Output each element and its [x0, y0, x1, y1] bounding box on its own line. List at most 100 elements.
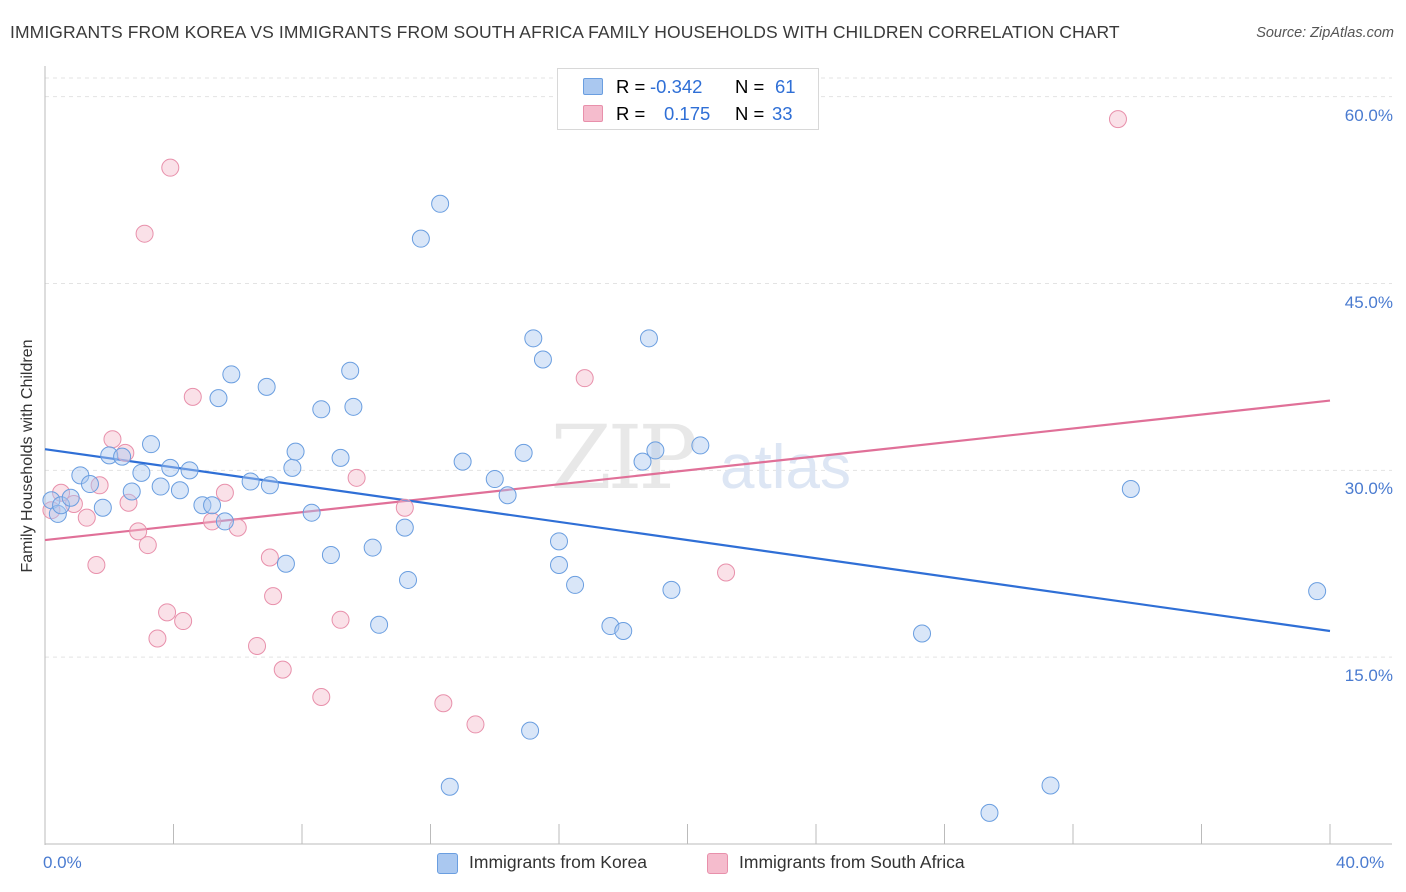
korea-point	[161, 458, 180, 477]
watermark: ZIP atlas	[550, 406, 851, 509]
korea-point	[453, 452, 472, 471]
korea-point	[100, 446, 119, 465]
south-africa-point	[395, 498, 414, 517]
south-africa-point	[90, 476, 109, 495]
korea-point	[257, 377, 276, 396]
korea-point	[142, 435, 161, 454]
korea-point	[1308, 582, 1327, 601]
korea-points	[42, 194, 1327, 822]
legend-korea-n: 61	[775, 76, 796, 97]
korea-point	[370, 615, 389, 634]
south-africa-point	[148, 629, 167, 648]
watermark-zip: ZIP	[550, 406, 695, 509]
korea-point	[550, 556, 568, 575]
y-axis-label: Family Households with Children	[19, 339, 36, 573]
south-africa-point	[273, 660, 292, 679]
korea-point	[180, 461, 199, 480]
south-africa-points	[42, 110, 1127, 734]
south-africa-point	[77, 508, 96, 527]
legend-sa-swatch	[707, 853, 728, 874]
legend-sa-n: 33	[772, 103, 793, 124]
korea-point	[203, 496, 222, 515]
south-africa-point	[466, 715, 485, 734]
south-africa-swatch	[583, 105, 603, 122]
korea-point	[363, 538, 382, 557]
south-africa-point	[347, 468, 366, 487]
korea-point	[170, 481, 189, 500]
korea-point	[80, 475, 99, 494]
south-africa-point	[575, 369, 594, 388]
korea-point	[980, 803, 999, 822]
korea-point	[614, 622, 633, 641]
korea-point	[209, 389, 228, 408]
south-africa-point	[717, 563, 736, 582]
south-africa-point	[1108, 110, 1127, 129]
korea-point	[331, 448, 350, 467]
korea-point	[241, 472, 260, 491]
south-africa-point	[312, 688, 331, 707]
korea-point	[321, 546, 340, 565]
korea-point	[341, 361, 360, 380]
korea-point	[302, 503, 321, 522]
korea-point	[533, 350, 552, 369]
korea-swatch	[583, 78, 603, 95]
y-tick-label-0: 15.0%	[1344, 666, 1393, 686]
south-africa-point	[138, 536, 157, 555]
korea-point	[93, 498, 112, 517]
south-africa-trend-line	[44, 399, 1331, 542]
korea-point	[260, 476, 279, 495]
korea-point	[1121, 480, 1140, 499]
south-africa-point	[158, 603, 177, 622]
korea-point	[524, 329, 543, 348]
korea-point	[286, 442, 305, 461]
korea-point	[312, 400, 331, 419]
korea-point	[193, 496, 212, 515]
korea-point	[122, 482, 141, 501]
korea-point	[514, 443, 533, 462]
axes	[44, 66, 1392, 845]
y-tick-label-2: 45.0%	[1344, 292, 1393, 312]
legend-sa-label: Immigrants from South Africa	[739, 852, 965, 872]
south-africa-point	[260, 548, 279, 567]
korea-point	[1041, 776, 1060, 795]
legend-r-label-2: R =	[616, 103, 646, 124]
korea-point	[440, 777, 459, 796]
korea-point	[344, 397, 363, 416]
legend-korea-swatch	[437, 853, 458, 874]
south-africa-point	[248, 636, 267, 655]
south-africa-point	[183, 387, 202, 406]
korea-point	[550, 532, 568, 551]
korea-point	[61, 488, 80, 507]
south-africa-point	[434, 694, 453, 713]
legend-korea-label: Immigrants from Korea	[469, 852, 647, 872]
south-africa-point	[52, 483, 71, 502]
korea-point	[411, 229, 430, 248]
korea-point	[691, 436, 710, 455]
korea-point	[646, 441, 665, 460]
korea-point	[222, 365, 241, 384]
korea-point	[395, 518, 414, 537]
chart-title: IMMIGRANTS FROM KOREA VS IMMIGRANTS FROM…	[10, 22, 1120, 42]
south-africa-point	[174, 612, 193, 631]
south-africa-point	[135, 224, 154, 243]
watermark-atlas: atlas	[720, 433, 851, 502]
source-label: Source: ZipAtlas.com	[1256, 25, 1394, 41]
korea-point	[485, 470, 504, 489]
korea-point	[662, 580, 681, 599]
korea-point	[639, 329, 658, 348]
korea-point	[633, 452, 652, 471]
south-africa-point	[215, 483, 234, 502]
korea-point	[399, 570, 418, 589]
legend-n-label: N =	[735, 76, 765, 97]
korea-point	[283, 458, 302, 477]
korea-point	[52, 496, 71, 515]
legend-n-label-2: N =	[735, 103, 765, 124]
south-africa-point	[331, 610, 350, 629]
korea-point	[913, 624, 932, 643]
south-africa-point	[119, 493, 138, 512]
south-africa-point	[129, 522, 148, 541]
korea-point	[151, 477, 170, 496]
y-tick-label-3: 60.0%	[1344, 105, 1393, 125]
south-africa-point	[87, 556, 106, 575]
